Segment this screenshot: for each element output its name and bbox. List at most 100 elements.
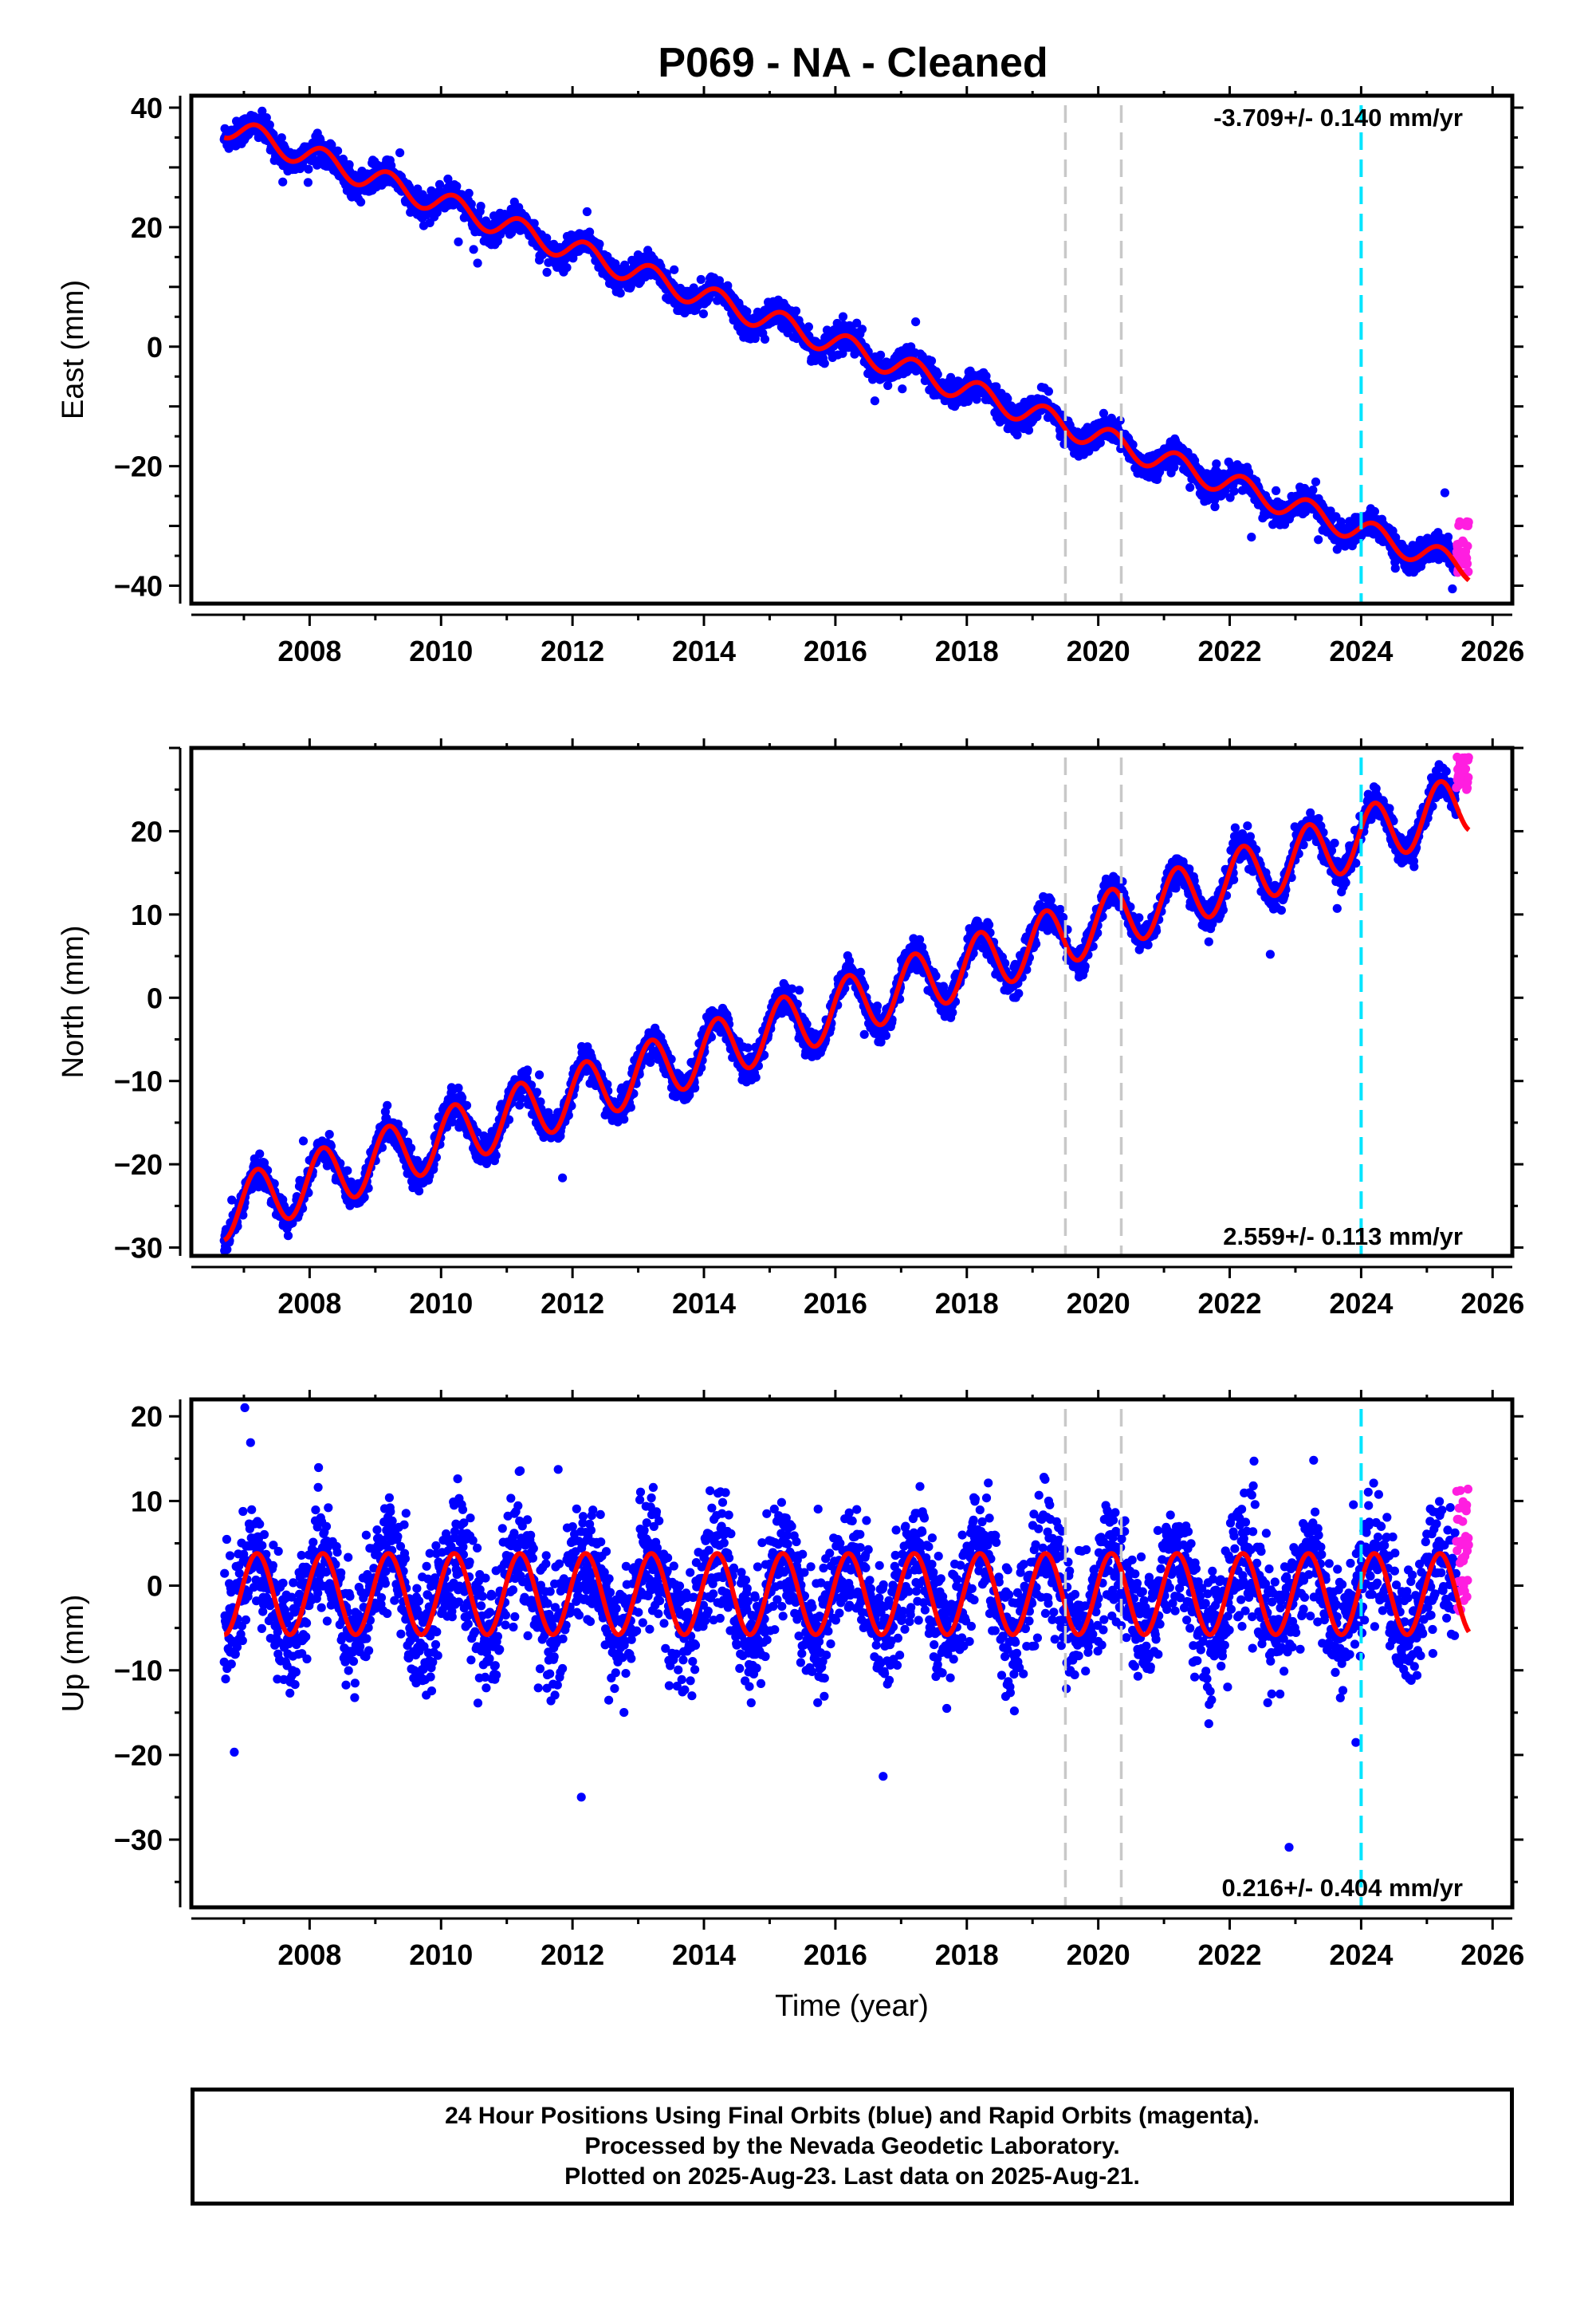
north-data-point	[690, 1083, 700, 1093]
east-final-orbit-points	[219, 73, 1461, 594]
east-y-tick-label: −40	[114, 570, 163, 603]
east-data-point	[454, 237, 463, 246]
east-data-point	[838, 312, 848, 321]
east-data-point	[466, 199, 476, 209]
east-data-point	[476, 202, 485, 211]
east-rapid-data-point	[1464, 518, 1473, 527]
east-data-point	[434, 179, 445, 189]
east-data-point	[313, 73, 322, 82]
east-data-point	[615, 289, 625, 298]
east-data-point	[1210, 502, 1220, 512]
east-data-point	[1012, 430, 1022, 440]
east-data-point	[261, 113, 271, 123]
east-panel: 2008 2010 2012 2014 2016 2018 2020 2022 2024 2026…	[57, 73, 1524, 667]
east-data-point	[698, 309, 709, 319]
east-data-point	[1440, 488, 1449, 498]
east-data-point	[356, 197, 366, 207]
east-data-point	[1443, 532, 1453, 542]
east-x-tick-label: 2012	[541, 635, 604, 667]
east-data-point	[529, 218, 539, 228]
east-data-point	[257, 106, 267, 116]
north-data-point	[406, 1143, 416, 1153]
east-data-point	[1308, 485, 1318, 495]
north-data-point	[343, 1166, 352, 1175]
north-data-point	[255, 1149, 265, 1159]
north-data-point	[535, 1070, 544, 1080]
east-data-point	[820, 359, 829, 368]
north-data-point	[523, 1065, 533, 1075]
east-data-point	[432, 207, 442, 217]
east-data-point	[926, 356, 937, 366]
north-data-point	[491, 1151, 501, 1160]
east-x-tick-label: 2010	[409, 635, 473, 667]
east-data-point	[304, 164, 313, 174]
east-x-tick-label: 2018	[935, 635, 999, 667]
north-panel: 2008 2010 2012 2014 2016 2018 2020 2022 2024 2026…	[57, 738, 1524, 1320]
north-final-orbit-points	[219, 760, 1461, 1256]
east-data-point	[804, 322, 814, 332]
east-data-point	[1247, 533, 1256, 542]
east-data-point	[562, 263, 572, 273]
east-data-point	[883, 380, 893, 391]
north-data-point	[415, 1187, 424, 1196]
east-rapid-data-point	[1462, 559, 1472, 569]
east-data-point	[1272, 486, 1281, 496]
east-data-point	[857, 325, 867, 334]
east-data-point	[870, 396, 879, 406]
east-x-tick-label: 2020	[1067, 635, 1130, 667]
east-data-point	[696, 274, 706, 285]
east-data-point	[344, 159, 354, 170]
east-data-point	[1314, 535, 1323, 545]
east-data-point	[1370, 506, 1379, 517]
east-data-point	[1311, 477, 1321, 486]
east-data-point	[469, 245, 478, 254]
north-data-point	[626, 1103, 635, 1112]
east-data-point	[898, 384, 907, 394]
east-rate-label: -3.709+/- 0.140 mm/yr	[1213, 104, 1463, 132]
east-data-point	[303, 178, 313, 187]
east-data-point	[1390, 564, 1400, 573]
east-data-point	[333, 146, 343, 155]
east-data-point	[1448, 584, 1457, 594]
east-rapid-data-point	[1463, 541, 1472, 551]
east-data-point	[395, 148, 405, 158]
east-data-point	[493, 236, 503, 246]
east-data-point	[387, 161, 396, 171]
north-data-point	[283, 1231, 293, 1241]
east-data-point	[911, 317, 921, 327]
east-rapid-orbit-points	[1452, 517, 1473, 578]
east-data-point	[542, 267, 552, 277]
east-y-tick-label: 20	[131, 211, 163, 244]
east-y-tick-label: 0	[147, 331, 163, 364]
east-x-tick-label: 2008	[277, 635, 341, 667]
east-x-tick-label: 2016	[804, 635, 867, 667]
east-x-tick-label: 2024	[1329, 635, 1393, 667]
east-data-point	[278, 177, 288, 187]
east-data-point	[265, 120, 274, 130]
east-data-point	[582, 207, 592, 217]
east-data-point	[327, 140, 336, 150]
east-data-point	[277, 133, 286, 143]
north-data-point	[454, 1083, 463, 1093]
east-data-point	[452, 181, 462, 191]
east-data-point	[933, 369, 942, 380]
east-data-point	[464, 188, 474, 198]
east-data-point	[760, 334, 770, 344]
north-data-point	[619, 1115, 629, 1124]
east-data-point	[791, 306, 801, 316]
north-data-point	[324, 1130, 334, 1139]
east-y-tick-label: 40	[131, 92, 163, 124]
east-x-tick-label: 2022	[1197, 635, 1261, 667]
east-data-point	[595, 239, 604, 249]
east-x-tick-label: 2014	[672, 635, 736, 667]
east-data-point	[473, 258, 482, 268]
east-data-point	[876, 350, 886, 360]
east-data-point	[1044, 387, 1053, 396]
north-data-point	[298, 1136, 309, 1146]
east-data-point	[1229, 486, 1239, 496]
north-data-point	[383, 1100, 392, 1110]
east-y-axis-label: East (mm)	[57, 280, 90, 419]
east-y-tick-label: −20	[114, 451, 163, 483]
east-data-point	[1185, 482, 1195, 492]
